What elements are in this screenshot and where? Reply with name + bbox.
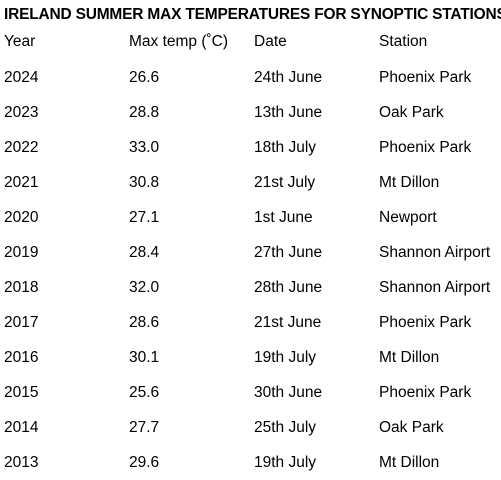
cell-max-temp: 27.1 bbox=[129, 209, 160, 226]
cell-date: 18th July bbox=[254, 139, 317, 156]
cell-max-temp: 27.7 bbox=[129, 419, 160, 436]
cell-date: 13th June bbox=[254, 104, 323, 121]
cell-date: 28th June bbox=[254, 279, 323, 296]
cell-date: 25th July bbox=[254, 419, 317, 436]
table-row: 2022 33.0 18th July Phoenix Park bbox=[0, 130, 501, 165]
cell-year: 2021 bbox=[4, 174, 39, 191]
cell-max-temp: 32.0 bbox=[129, 279, 160, 296]
cell-year: 2022 bbox=[4, 139, 39, 156]
table-row: 2024 26.6 24th June Phoenix Park bbox=[0, 60, 501, 95]
table-row: 2020 27.1 1st June Newport bbox=[0, 200, 501, 235]
cell-year: 2013 bbox=[4, 454, 39, 471]
cell-station: Shannon Airport bbox=[379, 279, 491, 296]
cell-year: 2016 bbox=[4, 349, 39, 366]
cell-year: 2019 bbox=[4, 244, 39, 261]
table-row: 2019 28.4 27th June Shannon Airport bbox=[0, 235, 501, 270]
cell-station: Mt Dillon bbox=[379, 349, 440, 366]
cell-station: Phoenix Park bbox=[379, 69, 472, 86]
cell-max-temp: 33.0 bbox=[129, 139, 160, 156]
table-row: 2017 28.6 21st June Phoenix Park bbox=[0, 305, 501, 340]
table-row: 2021 30.8 21st July Mt Dillon bbox=[0, 165, 501, 200]
cell-max-temp: 28.4 bbox=[129, 244, 160, 261]
header-max-temp: Max temp (˚C) bbox=[129, 33, 229, 50]
header-date: Date bbox=[254, 33, 287, 50]
cell-max-temp: 28.6 bbox=[129, 314, 160, 331]
cell-year: 2014 bbox=[4, 419, 39, 436]
cell-station: Phoenix Park bbox=[379, 139, 472, 156]
cell-station: Phoenix Park bbox=[379, 314, 472, 331]
cell-date: 21st June bbox=[254, 314, 322, 331]
header-row: Year Max temp (˚C) Date Station bbox=[0, 32, 501, 67]
table-row: 2015 25.6 30th June Phoenix Park bbox=[0, 375, 501, 410]
cell-station: Oak Park bbox=[379, 104, 444, 121]
cell-max-temp: 30.1 bbox=[129, 349, 160, 366]
cell-date: 21st July bbox=[254, 174, 316, 191]
cell-year: 2023 bbox=[4, 104, 39, 121]
cell-max-temp: 30.8 bbox=[129, 174, 160, 191]
cell-station: Newport bbox=[379, 209, 437, 226]
cell-date: 19th July bbox=[254, 349, 317, 366]
header-year: Year bbox=[4, 33, 36, 50]
cell-station: Mt Dillon bbox=[379, 174, 440, 191]
cell-station: Oak Park bbox=[379, 419, 444, 436]
cell-max-temp: 28.8 bbox=[129, 104, 160, 121]
cell-date: 27th June bbox=[254, 244, 323, 261]
table-row: 2018 32.0 28th June Shannon Airport bbox=[0, 270, 501, 305]
cell-year: 2018 bbox=[4, 279, 39, 296]
cell-year: 2020 bbox=[4, 209, 39, 226]
cell-date: 1st June bbox=[254, 209, 313, 226]
cell-max-temp: 26.6 bbox=[129, 69, 160, 86]
cell-station: Phoenix Park bbox=[379, 384, 472, 401]
table-row: 2023 28.8 13th June Oak Park bbox=[0, 95, 501, 130]
table-row: 2014 27.7 25th July Oak Park bbox=[0, 410, 501, 445]
cell-max-temp: 29.6 bbox=[129, 454, 160, 471]
cell-date: 30th June bbox=[254, 384, 323, 401]
cell-year: 2024 bbox=[4, 69, 39, 86]
table-row: 2013 29.6 19th July Mt Dillon bbox=[0, 445, 501, 480]
sheet-title: IRELAND SUMMER MAX TEMPERATURES FOR SYNO… bbox=[4, 6, 501, 23]
cell-station: Shannon Airport bbox=[379, 244, 491, 261]
cell-date: 24th June bbox=[254, 69, 323, 86]
table-row: 2016 30.1 19th July Mt Dillon bbox=[0, 340, 501, 375]
cell-station: Mt Dillon bbox=[379, 454, 440, 471]
cell-date: 19th July bbox=[254, 454, 317, 471]
cell-max-temp: 25.6 bbox=[129, 384, 160, 401]
cell-year: 2017 bbox=[4, 314, 39, 331]
cell-year: 2015 bbox=[4, 384, 39, 401]
header-station: Station bbox=[379, 33, 428, 50]
